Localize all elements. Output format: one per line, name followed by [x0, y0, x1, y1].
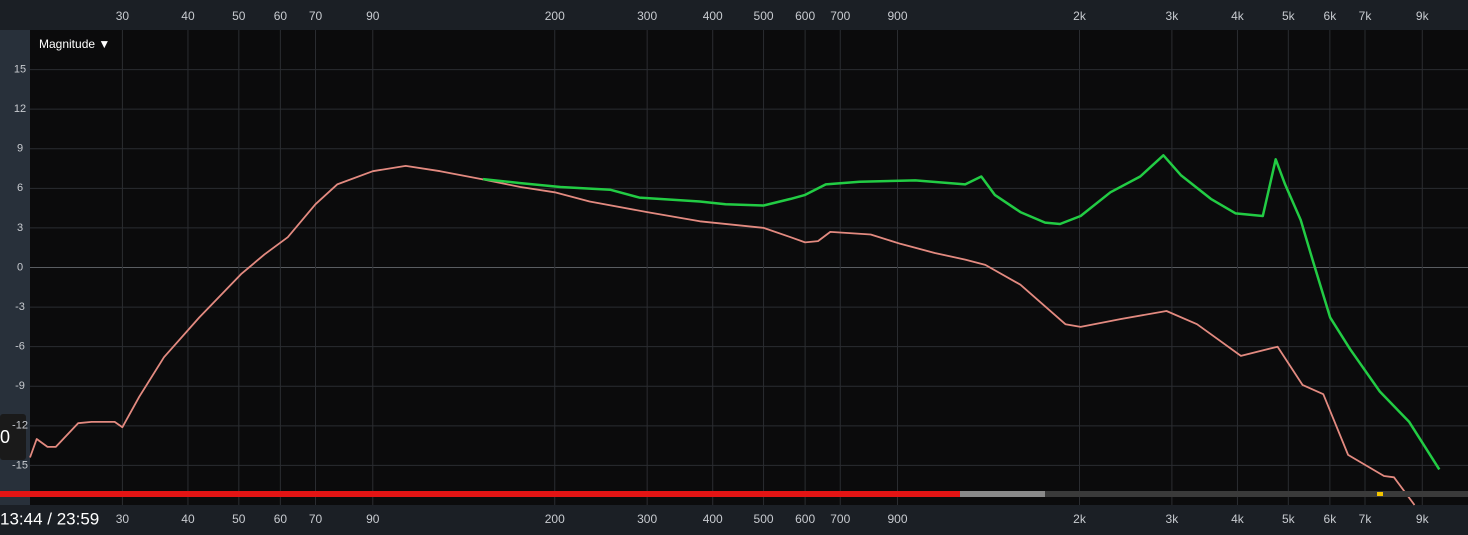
x-tick-label-top: 6k [1324, 9, 1338, 23]
x-tick-label-bottom: 60 [274, 512, 288, 526]
y-tick-label: 9 [17, 143, 23, 155]
x-tick-label-top: 200 [545, 9, 565, 23]
x-tick-label-top: 500 [754, 9, 774, 23]
x-tick-label-bottom: 4k [1231, 512, 1245, 526]
y-tick-label: 15 [14, 63, 26, 75]
y-tick-label: 3 [17, 222, 23, 234]
y-tick-label: 0 [17, 261, 23, 273]
y-tick-label: -6 [15, 341, 25, 353]
x-tick-label-top: 4k [1231, 9, 1245, 23]
x-tick-label-top: 300 [637, 9, 657, 23]
x-tick-label-top: 70 [309, 9, 323, 23]
lines [29, 154, 1441, 506]
progress-marker [1377, 492, 1383, 496]
magnitude-selector[interactable]: Magnitude ▼ [39, 37, 110, 51]
response-line [29, 165, 1416, 506]
x-tick-label-bottom: 500 [754, 512, 774, 526]
y-tick-label: -15 [12, 459, 28, 471]
y-tick-label: 12 [14, 103, 26, 115]
y-tick-label: 6 [17, 182, 23, 194]
x-tick-label-bottom: 9k [1416, 512, 1430, 526]
x-tick-label-bottom: 5k [1282, 512, 1296, 526]
x-tick-label-top: 30 [116, 9, 130, 23]
x-tick-label-bottom: 400 [703, 512, 723, 526]
response-line [482, 154, 1441, 471]
x-tick-label-top: 400 [703, 9, 723, 23]
time-display: 13:44 / 23:59 [0, 509, 99, 528]
x-tick-label-bottom: 700 [830, 512, 850, 526]
x-tick-label-top: 5k [1282, 9, 1296, 23]
x-tick-label-top: 900 [888, 9, 908, 23]
x-tick-label-bottom: 50 [232, 512, 246, 526]
y-tick-label: -9 [15, 380, 25, 392]
x-tick-label-bottom: 300 [637, 512, 657, 526]
progress-track [1045, 491, 1468, 497]
x-tick-label-bottom: 7k [1359, 512, 1373, 526]
x-tick-label-bottom: 6k [1324, 512, 1338, 526]
progress-played [0, 491, 960, 497]
x-tick-label-bottom: 30 [116, 512, 130, 526]
x-tick-label-top: 2k [1073, 9, 1087, 23]
x-tick-label-bottom: 600 [795, 512, 815, 526]
x-tick-label-top: 60 [274, 9, 288, 23]
top-axis-strip [0, 0, 1468, 30]
x-tick-label-top: 90 [366, 9, 380, 23]
x-tick-label-top: 700 [830, 9, 850, 23]
x-tick-label-top: 40 [181, 9, 195, 23]
x-tick-label-top: 9k [1416, 9, 1430, 23]
y-tick-label: -3 [15, 301, 25, 313]
x-tick-label-bottom: 3k [1166, 512, 1180, 526]
x-tick-label-bottom: 40 [181, 512, 195, 526]
bottom-axis-strip [0, 505, 1468, 535]
x-tick-label-bottom: 200 [545, 512, 565, 526]
x-tick-label-bottom: 900 [888, 512, 908, 526]
x-tick-label-bottom: 2k [1073, 512, 1087, 526]
x-tick-label-bottom: 70 [309, 512, 323, 526]
badge [0, 414, 26, 460]
badge-text: 0 [0, 427, 10, 447]
x-tick-label-top: 7k [1359, 9, 1373, 23]
x-tick-label-top: 600 [795, 9, 815, 23]
x-tick-label-top: 3k [1166, 9, 1180, 23]
progress-buffered [960, 491, 1045, 497]
x-tick-label-bottom: 90 [366, 512, 380, 526]
x-tick-label-top: 50 [232, 9, 246, 23]
y-tick-label: -12 [12, 420, 28, 432]
